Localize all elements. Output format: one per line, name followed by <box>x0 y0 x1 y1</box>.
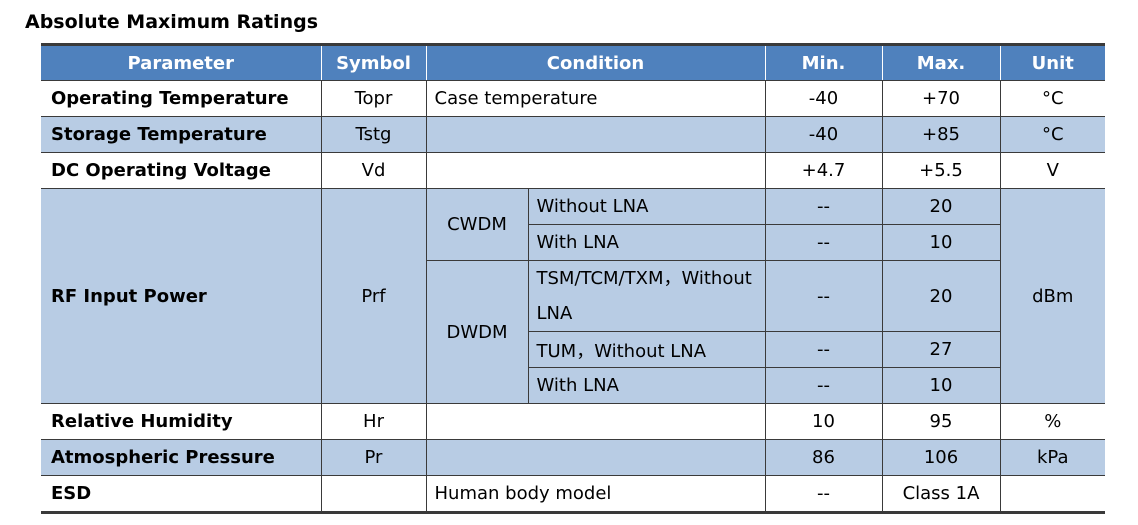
condition-cell: Without LNA <box>527 188 766 225</box>
parameter-cell: ESD <box>41 475 322 513</box>
symbol-cell: Pr <box>320 439 427 476</box>
header-unit: Unit <box>999 43 1105 81</box>
unit-cell: kPa <box>999 439 1105 476</box>
table-row: With LNA -- 10 <box>41 367 1105 404</box>
symbol-cell: Hr <box>320 403 427 440</box>
max-cell: +85 <box>881 116 1001 153</box>
max-cell: Class 1A <box>881 475 1001 513</box>
max-cell: 27 <box>881 331 1000 368</box>
min-cell: -40 <box>764 116 883 153</box>
condition-group-cell: DWDM <box>426 260 529 404</box>
max-cell: 20 <box>881 260 1000 332</box>
min-cell: -- <box>764 331 883 368</box>
max-cell: 10 <box>881 224 1000 261</box>
header-row: Parameter Symbol Condition Min. Max. Uni… <box>41 43 1105 81</box>
table-row: Operating Temperature Topr Case temperat… <box>41 80 1105 117</box>
condition-cell <box>425 439 766 476</box>
parameter-cell: Operating Temperature <box>41 80 322 117</box>
absolute-maximum-ratings-table: Parameter Symbol Condition Min. Max. Uni… <box>41 43 1105 514</box>
table-row: Atmospheric Pressure Pr 86 106 kPa <box>41 439 1105 476</box>
parameter-cell: Atmospheric Pressure <box>41 439 322 476</box>
condition-cell: TUM，Without LNA <box>528 331 766 368</box>
min-cell: 10 <box>764 403 883 440</box>
min-cell: -- <box>764 188 883 225</box>
header-condition: Condition <box>425 43 765 81</box>
condition-group-cell: CWDM <box>425 188 529 261</box>
unit-cell: V <box>999 152 1105 189</box>
symbol-cell <box>320 475 427 513</box>
table-row: Relative Humidity Hr 10 95 % <box>41 403 1105 440</box>
unit-cell <box>999 475 1105 513</box>
condition-cell: TSM/TCM/TXM，Without LNA <box>527 260 766 332</box>
unit-cell: °C <box>999 116 1105 153</box>
condition-cell <box>425 116 766 153</box>
table-row: TUM，Without LNA -- 27 <box>41 331 1105 368</box>
condition-cell: With LNA <box>528 367 766 404</box>
table-row: Storage Temperature Tstg -40 +85 °C <box>41 116 1105 153</box>
condition-cell: Human body model <box>425 475 766 513</box>
condition-cell <box>425 403 766 440</box>
parameter-cell: DC Operating Voltage <box>41 152 322 189</box>
min-cell: -- <box>764 224 883 261</box>
unit-cell: °C <box>999 80 1105 117</box>
header-parameter: Parameter <box>41 43 321 81</box>
parameter-cell: Storage Temperature <box>41 116 322 153</box>
symbol-cell: Prf <box>320 188 427 404</box>
table-row: RF Input Power Prf CWDM Without LNA -- 2… <box>41 188 1105 404</box>
max-cell: 20 <box>881 188 1001 225</box>
parameter-cell: RF Input Power <box>41 188 322 404</box>
condition-cell: Case temperature <box>425 80 766 117</box>
max-cell: 106 <box>881 439 1001 476</box>
page-title: Absolute Maximum Ratings <box>25 11 319 33</box>
table-row: DC Operating Voltage Vd +4.7 +5.5 V <box>41 152 1105 189</box>
max-cell: +70 <box>881 80 1001 117</box>
min-cell: -40 <box>764 80 883 117</box>
unit-cell: dBm <box>999 188 1105 404</box>
min-cell: -- <box>764 260 883 332</box>
header-max: Max. <box>881 43 1000 81</box>
condition-cell <box>425 152 766 189</box>
min-cell: 86 <box>764 439 883 476</box>
max-cell: 95 <box>881 403 1001 440</box>
max-cell: 10 <box>881 367 1000 404</box>
max-cell: +5.5 <box>881 152 1001 189</box>
parameter-cell: Relative Humidity <box>41 403 322 440</box>
table-row: ESD Human body model -- Class 1A <box>41 475 1105 513</box>
header-symbol: Symbol <box>320 43 426 81</box>
min-cell: -- <box>764 475 883 513</box>
symbol-cell: Topr <box>320 80 427 117</box>
symbol-cell: Vd <box>320 152 427 189</box>
symbol-cell: Tstg <box>320 116 427 153</box>
unit-cell: % <box>999 403 1105 440</box>
condition-cell: With LNA <box>528 224 766 261</box>
min-cell: -- <box>764 367 883 404</box>
min-cell: +4.7 <box>764 152 883 189</box>
header-min: Min. <box>764 43 882 81</box>
